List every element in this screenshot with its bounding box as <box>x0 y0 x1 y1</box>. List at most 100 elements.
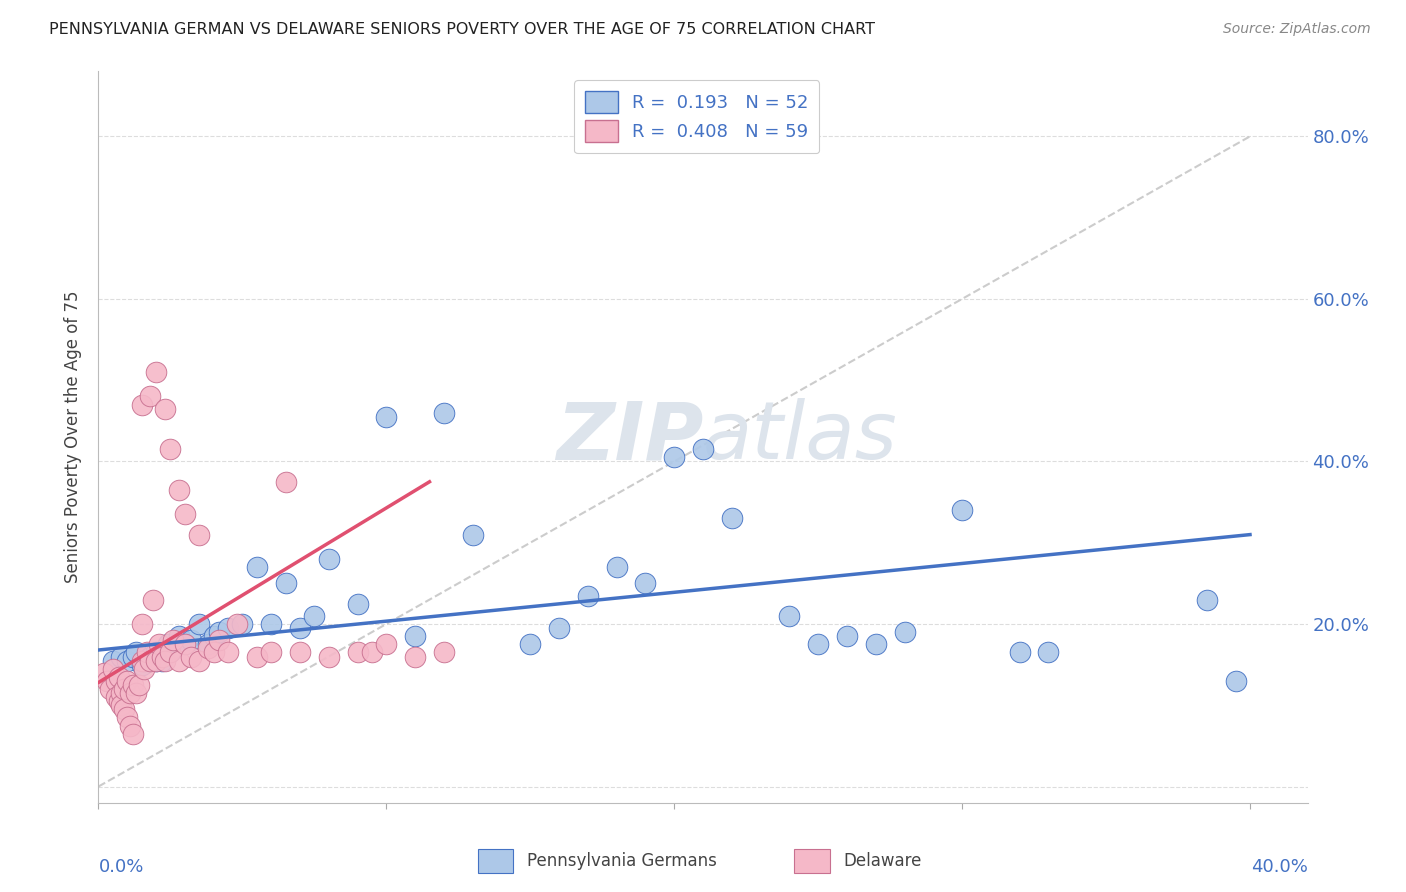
Point <box>173 508 195 522</box>
Point <box>125 645 148 659</box>
Point <box>548 621 571 635</box>
Point <box>134 662 156 676</box>
Text: atlas: atlas <box>703 398 898 476</box>
Point <box>188 527 211 541</box>
Point <box>120 718 142 732</box>
Point <box>288 621 311 635</box>
Point <box>197 637 219 651</box>
Point <box>288 645 311 659</box>
Point <box>93 665 115 680</box>
Point <box>162 633 184 648</box>
Point <box>125 686 148 700</box>
Point <box>217 645 239 659</box>
Point <box>1195 592 1218 607</box>
Point <box>167 654 190 668</box>
Point <box>153 654 176 668</box>
Point <box>404 629 426 643</box>
Point <box>167 483 190 497</box>
Point <box>197 641 219 656</box>
Point <box>274 576 297 591</box>
Point <box>145 365 167 379</box>
Point <box>217 621 239 635</box>
Point <box>1038 645 1060 659</box>
Point <box>156 637 179 651</box>
Point <box>173 637 195 651</box>
Point <box>202 645 225 659</box>
Point <box>131 617 153 632</box>
Point <box>260 617 283 632</box>
Point <box>433 406 456 420</box>
Point <box>110 698 132 713</box>
Text: Source: ZipAtlas.com: Source: ZipAtlas.com <box>1223 22 1371 37</box>
Point <box>120 686 142 700</box>
Point <box>136 645 159 659</box>
Point <box>131 657 153 672</box>
Point <box>112 702 135 716</box>
Point <box>519 637 541 651</box>
Text: PENNSYLVANIA GERMAN VS DELAWARE SENIORS POVERTY OVER THE AGE OF 75 CORRELATION C: PENNSYLVANIA GERMAN VS DELAWARE SENIORS … <box>49 22 875 37</box>
Y-axis label: Seniors Poverty Over the Age of 75: Seniors Poverty Over the Age of 75 <box>65 291 83 583</box>
Point <box>145 654 167 668</box>
Point <box>131 654 153 668</box>
Point <box>606 560 628 574</box>
Point <box>101 662 124 676</box>
Point <box>260 645 283 659</box>
Point <box>807 637 830 651</box>
Point <box>159 645 181 659</box>
Point <box>950 503 973 517</box>
Point <box>139 389 162 403</box>
Point <box>115 654 138 668</box>
Point <box>101 654 124 668</box>
Point <box>104 673 127 688</box>
Point <box>461 527 484 541</box>
Point <box>107 694 129 708</box>
Point <box>404 649 426 664</box>
Point <box>1225 673 1247 688</box>
Point <box>576 589 599 603</box>
Point <box>153 401 176 416</box>
Point <box>208 625 231 640</box>
Text: ZIP: ZIP <box>555 398 703 476</box>
Point <box>433 645 456 659</box>
Text: 0.0%: 0.0% <box>98 858 143 876</box>
Point <box>208 633 231 648</box>
Point <box>346 597 368 611</box>
FancyBboxPatch shape <box>478 849 513 873</box>
Point <box>318 649 340 664</box>
Point <box>304 608 326 623</box>
Point <box>318 552 340 566</box>
Point <box>162 641 184 656</box>
Point <box>139 654 162 668</box>
Point <box>202 629 225 643</box>
Point <box>145 645 167 659</box>
Point <box>150 654 173 668</box>
Point <box>1008 645 1031 659</box>
Point <box>112 681 135 696</box>
Point <box>159 442 181 457</box>
Point <box>110 649 132 664</box>
Point <box>361 645 384 659</box>
Point <box>131 398 153 412</box>
Point <box>96 673 118 688</box>
Point <box>893 625 915 640</box>
Point <box>188 617 211 632</box>
Point <box>145 654 167 668</box>
Point <box>167 629 190 643</box>
Point <box>246 649 269 664</box>
Point <box>375 409 398 424</box>
Point <box>122 678 145 692</box>
Point <box>122 649 145 664</box>
Point <box>865 637 887 651</box>
Point <box>104 690 127 705</box>
Point <box>225 617 247 632</box>
Point <box>115 673 138 688</box>
Point <box>835 629 858 643</box>
Point <box>128 678 150 692</box>
Point <box>134 654 156 668</box>
Point <box>246 560 269 574</box>
Point <box>180 649 202 664</box>
Point <box>720 511 742 525</box>
Point <box>159 645 181 659</box>
Point <box>122 727 145 741</box>
FancyBboxPatch shape <box>794 849 830 873</box>
